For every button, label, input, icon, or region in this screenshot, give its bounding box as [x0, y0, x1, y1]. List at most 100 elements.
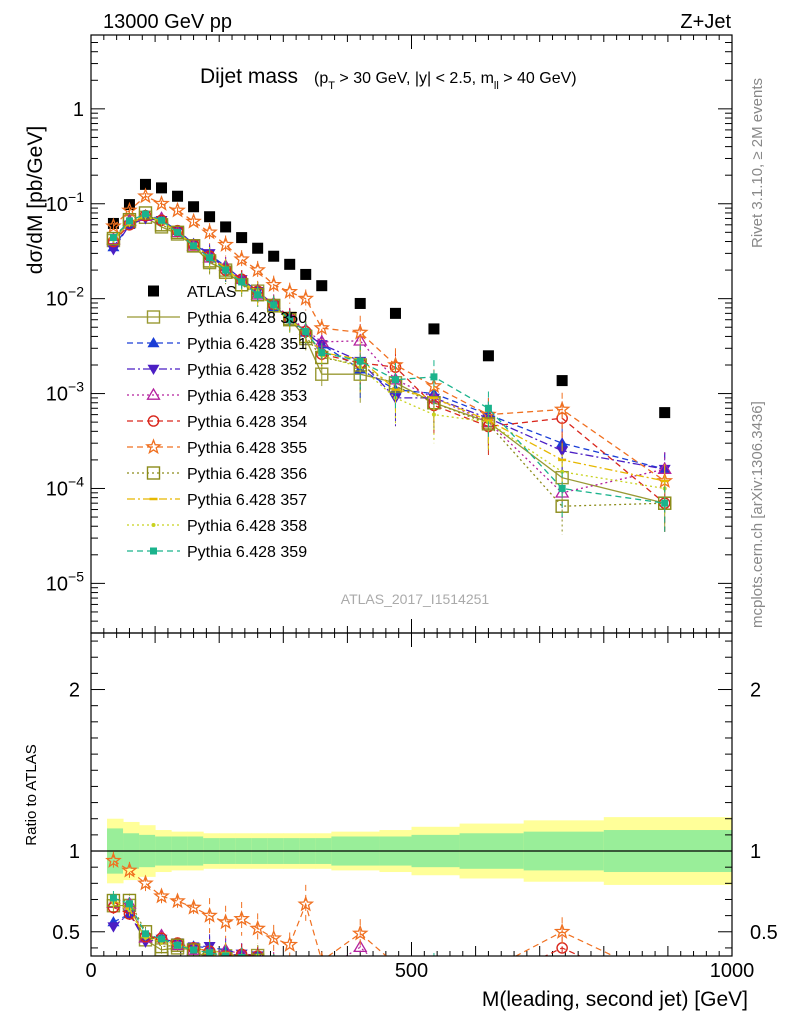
data-point: [482, 976, 494, 988]
data-point: [201, 906, 218, 923]
data-point: [252, 242, 264, 254]
data-point: [151, 523, 156, 527]
data-point: [222, 266, 230, 274]
data-point: [201, 223, 218, 240]
data-point: [481, 417, 496, 431]
data-point: [389, 988, 401, 998]
data-point: [185, 212, 202, 229]
data-point: [153, 195, 170, 211]
data-point: [429, 982, 439, 992]
data-point: [172, 190, 184, 202]
legend-entry: Pythia 6.428 352: [127, 362, 307, 379]
data-point: [125, 217, 133, 225]
data-point: [272, 963, 276, 967]
data-point: [357, 969, 364, 976]
data-point: [286, 316, 294, 324]
data-point: [351, 323, 369, 340]
data-point: [430, 373, 438, 381]
data-point: [659, 967, 671, 977]
data-point: [220, 221, 232, 233]
data-point: [315, 367, 329, 381]
data-point: [300, 970, 312, 980]
data-point: [431, 412, 436, 417]
y-tick-label: 10−5: [46, 568, 84, 595]
data-point: [125, 900, 133, 908]
main-plot-panel: 10−5 10−4 10−3 10−2 10−1 1 Dijet mass (pT > 3…: [24, 34, 733, 634]
data-point: [556, 971, 568, 981]
data-point: [156, 182, 168, 194]
ratio-y-axis-label: Ratio to ATLAS: [23, 744, 40, 845]
data-point: [217, 913, 235, 930]
data-point: [150, 547, 157, 555]
series-line: [112, 212, 665, 507]
data-point: [268, 250, 280, 262]
data-point: [300, 268, 312, 280]
data-point: [482, 350, 494, 362]
data-point: [186, 943, 201, 956]
data-point: [553, 923, 571, 939]
legend: ATLAS Pythia 6.428 350 Pythia 6.428 351 Pyt…: [127, 284, 307, 561]
ratio-plot-panel: 0.5 0.5 1 1 2 2 0 500 1000 Ratio to ATLAS M(lead…: [23, 632, 778, 1011]
data-point: [174, 941, 182, 949]
data-point: [316, 988, 328, 1000]
legend-entry: Pythia 6.428 351: [127, 336, 307, 353]
data-point: [281, 283, 299, 299]
data-point: [146, 387, 161, 400]
data-point: [268, 960, 280, 970]
data-point: [300, 972, 312, 984]
data-point: [428, 973, 440, 983]
data-point: [389, 981, 401, 991]
y-tick-label: 10−4: [46, 473, 84, 500]
data-point: [234, 954, 249, 956]
data-point: [204, 211, 216, 223]
data-point: [147, 364, 160, 375]
data-point: [428, 980, 440, 992]
data-point: [486, 978, 490, 982]
data-point: [556, 446, 569, 457]
data-point: [249, 261, 266, 278]
data-point: [268, 959, 280, 969]
data-point: [222, 952, 230, 956]
series-8: [109, 212, 669, 510]
data-point: [249, 919, 266, 936]
y-axis-label: dσ/dM [pb/GeV]: [24, 126, 47, 274]
y-tick-label: 1: [73, 99, 84, 121]
data-point: [284, 258, 296, 270]
ratio-line: [113, 904, 261, 956]
data-point: [158, 216, 166, 224]
plot-title: Dijet mass: [200, 65, 298, 88]
data-point: [297, 289, 315, 306]
legend-entry: Pythia 6.428 356: [127, 466, 307, 483]
legend-entry: Pythia 6.428 357: [127, 492, 307, 509]
data-point: [106, 231, 121, 246]
data-point: [355, 969, 365, 979]
data-point: [270, 959, 277, 966]
data-point: [284, 962, 296, 972]
data-point: [316, 978, 328, 990]
data-point: [148, 285, 159, 297]
data-point: [190, 946, 198, 954]
legend-label: Pythia 6.428 359: [187, 544, 307, 561]
data-point: [288, 970, 292, 974]
x-axis-label: M(leading, second jet) [GeV]: [482, 988, 748, 1011]
data-point: [137, 874, 154, 891]
data-point: [139, 178, 151, 190]
data-point: [317, 975, 327, 985]
data-point: [284, 964, 296, 976]
data-point: [284, 963, 296, 973]
data-point: [147, 337, 160, 348]
data-point: [482, 973, 494, 983]
data-point: [153, 887, 170, 904]
ratio-y-tick-label: 0.5: [52, 922, 80, 944]
data-point: [428, 978, 440, 988]
data-point: [300, 964, 312, 974]
header-left-label: 13000 GeV pp: [103, 11, 232, 33]
data-point: [109, 894, 117, 902]
data-point: [432, 990, 436, 994]
data-point: [485, 964, 492, 971]
data-point: [137, 187, 154, 204]
legend-label: Pythia 6.428 354: [187, 414, 307, 431]
legend-entry: Pythia 6.428 359: [127, 544, 307, 561]
data-point: [121, 861, 138, 878]
